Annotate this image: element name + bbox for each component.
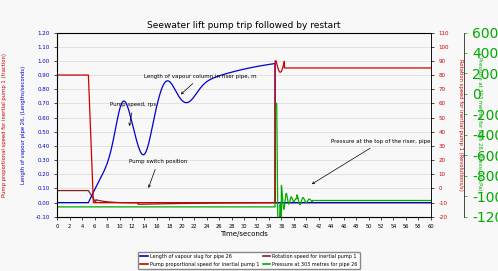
Text: Pump switch position: Pump switch position	[129, 159, 187, 187]
Text: Rotation speed for inertial pump 1 (Revolutions/s): Rotation speed for inertial pump 1 (Revo…	[458, 59, 463, 191]
Title: Seewater lift pump trip followed by restart: Seewater lift pump trip followed by rest…	[147, 21, 341, 30]
Text: Pressure at 303 metres for pipe 26, (Pressure(kPa)): Pressure at 303 metres for pipe 26, (Pre…	[477, 57, 482, 192]
Legend: Length of vapour slug for pipe 26, Pump proportional speed for inertial pump 1, : Length of vapour slug for pipe 26, Pump …	[138, 252, 360, 269]
Text: Length of vapour pipe 26, (Lengths/seconds): Length of vapour pipe 26, (Lengths/secon…	[21, 66, 26, 184]
Text: Length of vapour column in riser pipe, m: Length of vapour column in riser pipe, m	[144, 74, 257, 94]
Text: Pump proportional speed for inertial pump 1 (fraction): Pump proportional speed for inertial pum…	[2, 53, 7, 197]
Text: Pump speed, rps: Pump speed, rps	[110, 102, 156, 125]
X-axis label: Time/seconds: Time/seconds	[220, 231, 268, 237]
Text: Pressure at the top of the riser, pipe: Pressure at the top of the riser, pipe	[312, 139, 431, 184]
